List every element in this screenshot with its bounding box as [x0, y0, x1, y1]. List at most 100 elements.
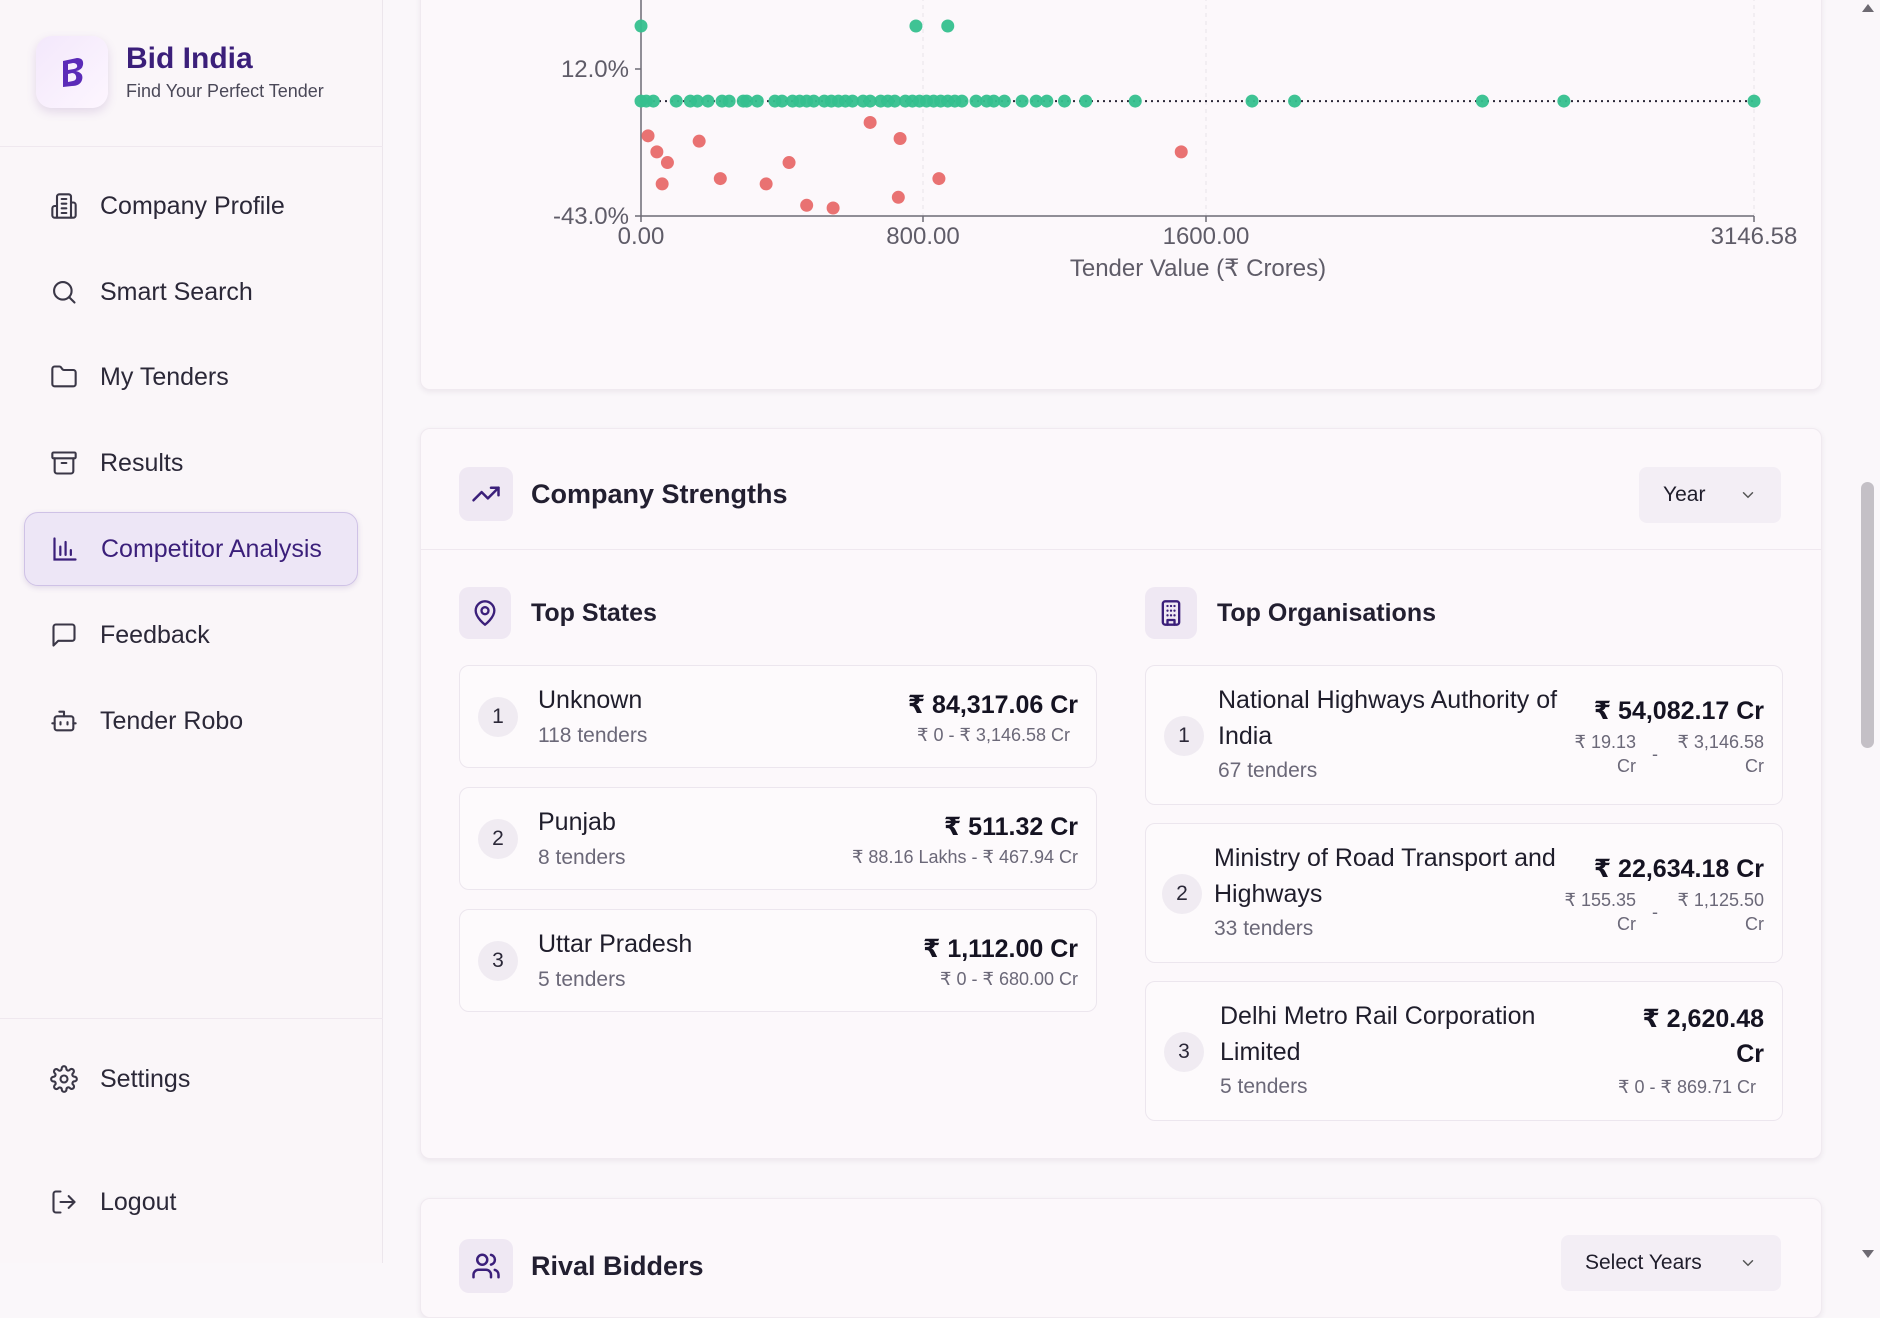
state-card[interactable]: 2 Punjab 8 tenders ₹ 511.32 Cr ₹ 88.16 L… — [459, 787, 1097, 890]
total-value: ₹ 511.32 Cr — [943, 813, 1078, 841]
search-icon — [48, 276, 80, 308]
section-title: Rival Bidders — [531, 1250, 704, 1281]
chevron-down-icon — [1742, 1260, 1754, 1267]
trending-up-icon — [459, 467, 513, 521]
data-point — [1245, 94, 1259, 108]
state-card[interactable]: 1 Unknown 118 tenders ₹ 84,317.06 Cr ₹ 0… — [459, 665, 1097, 768]
scroll-down-arrow[interactable] — [1862, 1250, 1874, 1258]
logout-button[interactable]: Logout — [24, 1165, 358, 1239]
data-point — [846, 94, 859, 108]
brand-tagline: Find Your Perfect Tender — [126, 81, 324, 101]
data-point — [1029, 94, 1043, 108]
scrollbar-thumb[interactable] — [1861, 482, 1874, 748]
nav-item-smart-search[interactable]: Smart Search — [24, 255, 358, 329]
year-select[interactable]: Year — [1639, 467, 1781, 523]
data-point — [660, 156, 674, 170]
nav-label: Feedback — [100, 620, 210, 649]
value-range: ₹ 0 - ₹ 869.71 Cr — [1618, 1077, 1756, 1097]
scatter-chart-card: 0.00 800.00 1600.00 3146.58 12.0% -43.0% Tende… — [420, 0, 1822, 390]
data-point — [646, 94, 660, 108]
data-point — [655, 177, 669, 191]
data-point — [888, 94, 902, 108]
nav-item-my-tenders[interactable]: My Tenders — [24, 340, 358, 414]
data-point — [932, 172, 946, 186]
sidebar: Bid India Find Your Perfect Tender Compa… — [0, 0, 383, 1263]
company-strengths-header: Company Strengths — [459, 467, 788, 521]
organisation-name-line2: India — [1218, 722, 1273, 750]
rank-badge: 1 — [1164, 716, 1204, 756]
nav-label: Results — [100, 448, 184, 477]
min-unit: Cr — [1617, 914, 1636, 934]
data-point — [955, 94, 969, 108]
max-unit: Cr — [1745, 914, 1764, 934]
nav-item-competitor-analysis[interactable]: Competitor Analysis — [24, 512, 358, 586]
bar-chart-icon — [49, 533, 81, 565]
map-pin-icon — [459, 587, 511, 639]
logout-icon — [48, 1186, 80, 1218]
building-icon — [48, 190, 80, 222]
brand-logo — [36, 36, 108, 108]
top-states-title: Top States — [531, 598, 657, 627]
organisation-card[interactable]: 3 Delhi Metro Rail Corporation Limited 5… — [1145, 981, 1783, 1121]
data-point — [650, 145, 664, 159]
state-card[interactable]: 3 Uttar Pradesh 5 tenders ₹ 1,112.00 Cr … — [459, 909, 1097, 1012]
tender-count: 33 tenders — [1214, 917, 1314, 940]
data-point — [1079, 94, 1093, 108]
nav-label: My Tenders — [100, 362, 229, 391]
data-point — [1557, 94, 1571, 108]
data-point — [1128, 94, 1142, 108]
nav-item-tender-robo[interactable]: Tender Robo — [24, 684, 358, 758]
organisation-name: Ministry of Road Transport and — [1214, 844, 1556, 872]
rival-bidders-card: Rival Bidders Select Years — [420, 1198, 1822, 1318]
tender-count: 67 tenders — [1218, 759, 1318, 782]
brand-name: Bid India — [126, 42, 253, 75]
organisation-card[interactable]: 1 National Highways Authority of India 6… — [1145, 665, 1783, 805]
organisation-name: Delhi Metro Rail Corporation — [1220, 1002, 1536, 1030]
value-range: ₹ 0 - ₹ 3,146.58 Cr — [917, 725, 1070, 745]
nav-item-feedback[interactable]: Feedback — [24, 598, 358, 672]
nav-label: Tender Robo — [100, 706, 244, 735]
data-point — [641, 129, 655, 143]
organisation-card[interactable]: 2 Ministry of Road Transport and Highway… — [1145, 823, 1783, 963]
total-value: ₹ 54,082.17 Cr — [1593, 697, 1764, 725]
brand[interactable]: Bid India Find Your Perfect Tender — [36, 36, 324, 108]
nav-item-settings[interactable]: Settings — [24, 1042, 358, 1116]
organisation-name: National Highways Authority of — [1218, 686, 1558, 714]
state-name: Unknown — [538, 686, 643, 714]
data-point — [800, 198, 814, 212]
data-point — [807, 94, 821, 108]
y-tick-label: 12.0% — [561, 56, 629, 83]
data-point — [863, 94, 877, 108]
top-organisations-title: Top Organisations — [1217, 598, 1436, 627]
rank-badge: 3 — [478, 941, 518, 981]
scroll-up-arrow[interactable] — [1862, 4, 1874, 12]
rank-badge: 2 — [478, 819, 518, 859]
select-years-dropdown[interactable]: Select Years — [1561, 1235, 1781, 1291]
state-name: Punjab — [538, 808, 616, 836]
nav-item-results[interactable]: Results — [24, 426, 358, 500]
rank-badge: 3 — [1164, 1032, 1204, 1072]
rival-bidders-header: Rival Bidders — [459, 1239, 704, 1293]
tender-count: 5 tenders — [538, 968, 626, 991]
robot-icon — [48, 705, 80, 737]
divider — [0, 1018, 383, 1019]
users-icon — [459, 1239, 513, 1293]
office-building-icon — [1145, 587, 1197, 639]
x-tick-label: 0.00 — [618, 223, 665, 250]
range-separator: - — [1652, 902, 1658, 922]
folder-icon — [48, 361, 80, 393]
total-value-unit: Cr — [1736, 1040, 1764, 1068]
x-tick-label: 1600.00 — [1163, 223, 1250, 250]
data-point — [713, 172, 727, 186]
data-point — [941, 19, 955, 33]
data-point — [997, 94, 1011, 108]
brand-b-icon — [63, 58, 84, 87]
data-point — [692, 134, 706, 148]
data-point — [634, 19, 648, 33]
total-value: ₹ 1,112.00 Cr — [922, 935, 1078, 963]
top-organisations-header: Top Organisations — [1145, 587, 1436, 639]
section-title: Company Strengths — [531, 478, 788, 509]
total-value: ₹ 84,317.06 Cr — [907, 691, 1078, 719]
year-select-value: Year — [1663, 483, 1706, 506]
nav-item-company-profile[interactable]: Company Profile — [24, 169, 358, 243]
